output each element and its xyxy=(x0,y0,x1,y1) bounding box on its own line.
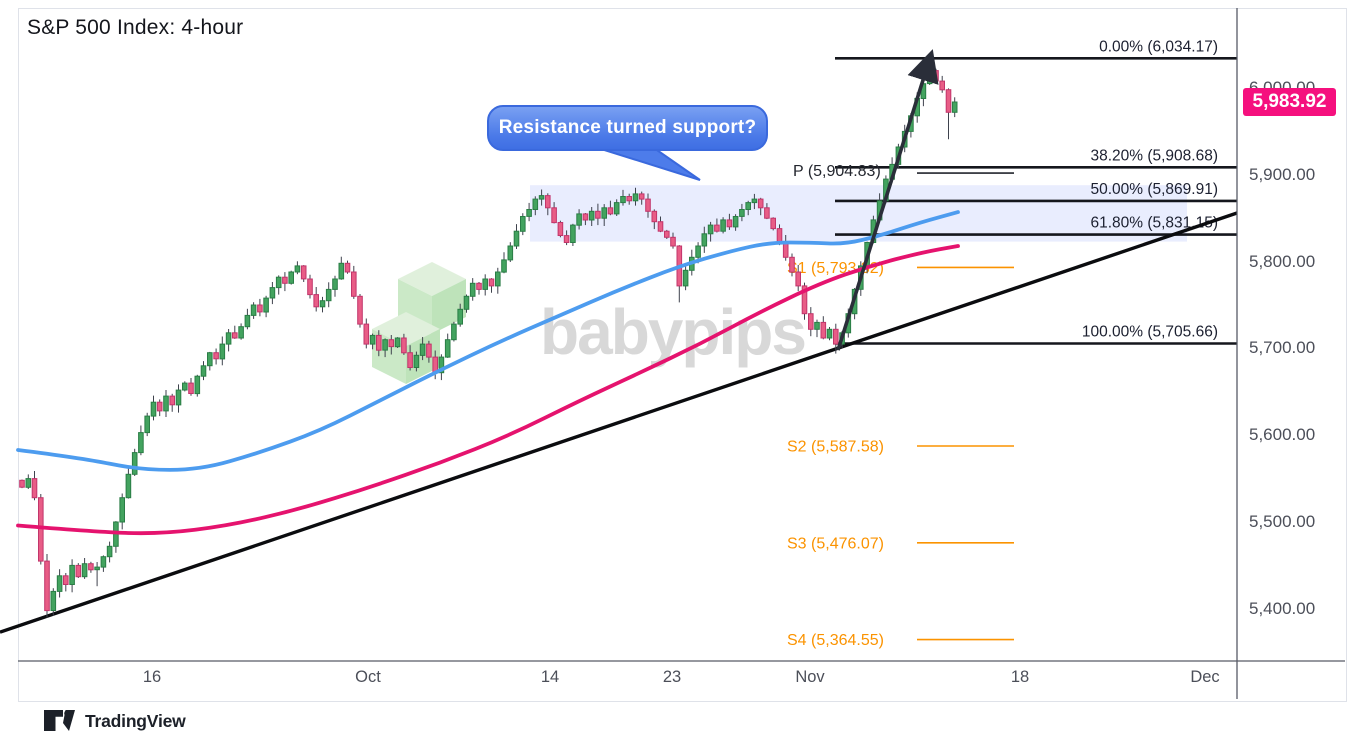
time-axis-tick: Dec xyxy=(1190,668,1220,686)
time-axis-tick: 16 xyxy=(142,668,162,686)
fib-label: 38.20% (5,908.68) xyxy=(1090,147,1218,164)
pivot-label: S2 (5,587.58) xyxy=(787,439,884,456)
pivot-label: P (5,904.83) xyxy=(793,163,881,180)
tradingview-logo-icon xyxy=(44,710,75,731)
fib-label: 50.00% (5,869.91) xyxy=(1090,181,1218,198)
ma-fast-line[interactable] xyxy=(16,210,960,472)
time-axis-tick: Oct xyxy=(355,668,381,686)
time-axis-tick: 14 xyxy=(540,668,560,686)
annotation-callout-tail xyxy=(597,147,701,181)
ma-slow-line[interactable] xyxy=(16,244,960,536)
attribution-text: TradingView xyxy=(85,710,186,731)
price-axis-tick: 5,700.00 xyxy=(1249,338,1316,358)
annotation-callout[interactable]: Resistance turned support? xyxy=(487,105,768,151)
time-axis-tick: 18 xyxy=(1010,668,1030,686)
highlight-zone xyxy=(530,185,1187,242)
chart-frame xyxy=(18,8,1347,702)
price-axis-tick: 5,600.00 xyxy=(1249,425,1316,445)
pivot-label: S4 (5,364.55) xyxy=(787,632,884,649)
time-axis[interactable]: 16 Oct 14 23 Nov 18 Dec xyxy=(0,664,1237,698)
time-axis-tick: 23 xyxy=(662,668,682,686)
pivot-label: S3 (5,476.07) xyxy=(787,535,884,552)
price-axis-tick: 5,500.00 xyxy=(1249,512,1316,531)
breakout-arrow[interactable] xyxy=(836,49,939,351)
price-axis-tick: 5,900.00 xyxy=(1249,164,1316,184)
price-axis[interactable]: 5,983.92 6,000.005,900.005,800.005,700.0… xyxy=(1238,8,1347,662)
fib-label: 100.00% (5,705.66) xyxy=(1082,324,1218,341)
time-axis-tick: Nov xyxy=(795,668,825,686)
tradingview-attribution[interactable]: TradingView xyxy=(44,710,186,732)
trendline[interactable] xyxy=(0,211,1238,634)
page-title: S&P 500 Index: 4-hour xyxy=(27,16,244,39)
price-axis-tick: 5,800.00 xyxy=(1249,251,1316,271)
fib-label: 0.00% (6,034.17) xyxy=(1099,38,1218,55)
annotation-text: Resistance turned support? xyxy=(498,117,757,138)
last-price-label: 5,983.92 xyxy=(1243,88,1336,116)
price-axis-tick: 5,400.00 xyxy=(1249,598,1316,618)
fib-label: 61.80% (5,831.15) xyxy=(1090,215,1218,232)
